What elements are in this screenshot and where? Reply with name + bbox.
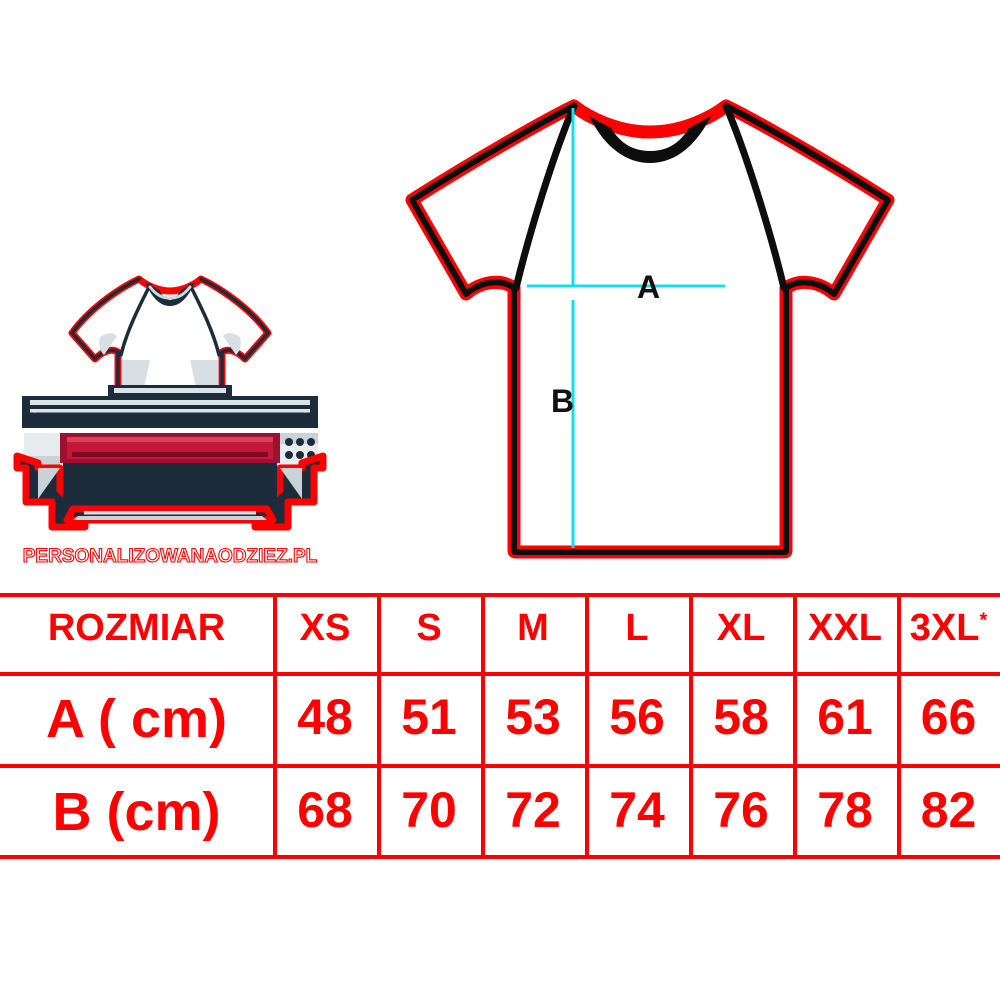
svg-text:A: A [637, 269, 660, 305]
svg-text:B: B [551, 383, 574, 419]
svg-text:PERSONALIZOWANAODZIEZ.PL: PERSONALIZOWANAODZIEZ.PL [23, 546, 318, 567]
